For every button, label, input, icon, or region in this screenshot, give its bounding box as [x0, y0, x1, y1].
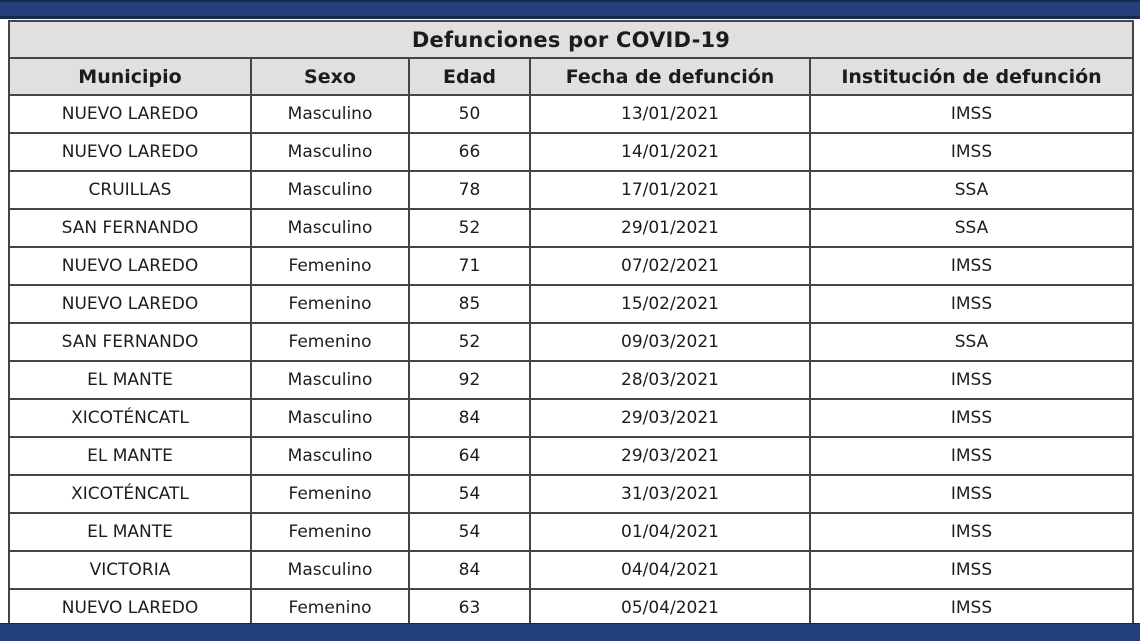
cell-sexo: Masculino	[250, 398, 410, 438]
table-title: Defunciones por COVID-19	[7, 20, 1135, 59]
cell-institucion-de-defuncion: IMSS	[808, 132, 1135, 172]
table-row: NUEVO LAREDO Masculino 50 13/01/2021 IMSS	[8, 94, 1135, 134]
cell-fecha-de-defuncion: 04/04/2021	[529, 550, 811, 590]
cell-institucion-de-defuncion: SSA	[808, 170, 1135, 210]
cell-fecha-de-defuncion: 28/03/2021	[529, 360, 811, 400]
cell-institucion-de-defuncion: IMSS	[808, 360, 1135, 400]
cell-institucion-de-defuncion: IMSS	[808, 284, 1135, 324]
table-row: XICOTÉNCATL Masculino 84 29/03/2021 IMSS	[8, 398, 1135, 438]
cell-fecha-de-defuncion: 01/04/2021	[529, 512, 811, 552]
cell-edad: 92	[408, 360, 531, 400]
cell-sexo: Femenino	[250, 512, 410, 552]
cell-municipio: XICOTÉNCATL	[8, 474, 252, 514]
cell-municipio: CRUILLAS	[8, 170, 252, 210]
top-banner	[0, 0, 1140, 19]
cell-edad: 50	[408, 94, 531, 134]
cell-institucion-de-defuncion: IMSS	[808, 398, 1135, 438]
title-row: Defunciones por COVID-19	[7, 20, 1135, 59]
cell-fecha-de-defuncion: 29/03/2021	[529, 436, 811, 476]
cell-municipio: NUEVO LAREDO	[8, 284, 252, 324]
cell-fecha-de-defuncion: 15/02/2021	[529, 284, 811, 324]
cell-edad: 66	[408, 132, 531, 172]
cell-municipio: SAN FERNANDO	[8, 322, 252, 362]
cell-sexo: Femenino	[250, 474, 410, 514]
cell-fecha-de-defuncion: 29/01/2021	[529, 208, 811, 248]
table-row: VICTORIA Masculino 84 04/04/2021 IMSS	[8, 550, 1135, 590]
cell-edad: 54	[408, 474, 531, 514]
table-row: NUEVO LAREDO Femenino 63 05/04/2021 IMSS	[8, 588, 1135, 628]
column-header-fecha-de-defuncion: Fecha de defunción	[529, 57, 811, 96]
table-row: NUEVO LAREDO Femenino 85 15/02/2021 IMSS	[8, 284, 1135, 324]
cell-sexo: Masculino	[250, 208, 410, 248]
column-header-sexo: Sexo	[250, 57, 410, 96]
cell-edad: 54	[408, 512, 531, 552]
covid-deaths-table: Defunciones por COVID-19 Municipio Sexo Ed…	[7, 20, 1135, 628]
cell-institucion-de-defuncion: IMSS	[808, 512, 1135, 552]
cell-fecha-de-defuncion: 14/01/2021	[529, 132, 811, 172]
cell-municipio: SAN FERNANDO	[8, 208, 252, 248]
cell-fecha-de-defuncion: 09/03/2021	[529, 322, 811, 362]
cell-municipio: VICTORIA	[8, 550, 252, 590]
cell-municipio: NUEVO LAREDO	[8, 588, 252, 628]
cell-municipio: EL MANTE	[8, 512, 252, 552]
table-row: CRUILLAS Masculino 78 17/01/2021 SSA	[8, 170, 1135, 210]
cell-sexo: Masculino	[250, 132, 410, 172]
cell-edad: 78	[408, 170, 531, 210]
table-row: NUEVO LAREDO Masculino 66 14/01/2021 IMSS	[8, 132, 1135, 172]
table-row: EL MANTE Femenino 54 01/04/2021 IMSS	[8, 512, 1135, 552]
table-body: NUEVO LAREDO Masculino 50 13/01/2021 IMSS NUE…	[8, 94, 1135, 628]
cell-sexo: Masculino	[250, 170, 410, 210]
cell-municipio: NUEVO LAREDO	[8, 246, 252, 286]
cell-institucion-de-defuncion: IMSS	[808, 436, 1135, 476]
cell-fecha-de-defuncion: 13/01/2021	[529, 94, 811, 134]
cell-sexo: Masculino	[250, 550, 410, 590]
table-row: EL MANTE Masculino 64 29/03/2021 IMSS	[8, 436, 1135, 476]
cell-fecha-de-defuncion: 17/01/2021	[529, 170, 811, 210]
bottom-banner	[0, 623, 1140, 641]
cell-institucion-de-defuncion: IMSS	[808, 474, 1135, 514]
cell-fecha-de-defuncion: 07/02/2021	[529, 246, 811, 286]
cell-sexo: Femenino	[250, 284, 410, 324]
cell-sexo: Masculino	[250, 360, 410, 400]
cell-institucion-de-defuncion: IMSS	[808, 588, 1135, 628]
cell-institucion-de-defuncion: IMSS	[808, 246, 1135, 286]
column-header-institucion-de-defuncion: Institución de defunción	[808, 57, 1135, 96]
cell-municipio: EL MANTE	[8, 436, 252, 476]
cell-institucion-de-defuncion: SSA	[808, 208, 1135, 248]
cell-sexo: Masculino	[250, 436, 410, 476]
cell-edad: 63	[408, 588, 531, 628]
cell-municipio: NUEVO LAREDO	[8, 132, 252, 172]
cell-sexo: Masculino	[250, 94, 410, 134]
cell-edad: 52	[408, 322, 531, 362]
cell-fecha-de-defuncion: 31/03/2021	[529, 474, 811, 514]
cell-institucion-de-defuncion: SSA	[808, 322, 1135, 362]
cell-institucion-de-defuncion: IMSS	[808, 550, 1135, 590]
header-row: Municipio Sexo Edad Fecha de defunción Insti…	[8, 57, 1135, 96]
cell-municipio: EL MANTE	[8, 360, 252, 400]
cell-edad: 85	[408, 284, 531, 324]
cell-institucion-de-defuncion: IMSS	[808, 94, 1135, 134]
table-row: SAN FERNANDO Femenino 52 09/03/2021 SSA	[8, 322, 1135, 362]
cell-sexo: Femenino	[250, 322, 410, 362]
cell-edad: 84	[408, 550, 531, 590]
table-row: SAN FERNANDO Masculino 52 29/01/2021 SSA	[8, 208, 1135, 248]
column-header-municipio: Municipio	[8, 57, 252, 96]
table-row: XICOTÉNCATL Femenino 54 31/03/2021 IMSS	[8, 474, 1135, 514]
cell-sexo: Femenino	[250, 246, 410, 286]
cell-edad: 64	[408, 436, 531, 476]
cell-edad: 71	[408, 246, 531, 286]
table-row: NUEVO LAREDO Femenino 71 07/02/2021 IMSS	[8, 246, 1135, 286]
table-row: EL MANTE Masculino 92 28/03/2021 IMSS	[8, 360, 1135, 400]
cell-fecha-de-defuncion: 29/03/2021	[529, 398, 811, 438]
column-header-edad: Edad	[408, 57, 531, 96]
cell-sexo: Femenino	[250, 588, 410, 628]
cell-edad: 52	[408, 208, 531, 248]
cell-municipio: NUEVO LAREDO	[8, 94, 252, 134]
cell-edad: 84	[408, 398, 531, 438]
cell-municipio: XICOTÉNCATL	[8, 398, 252, 438]
cell-fecha-de-defuncion: 05/04/2021	[529, 588, 811, 628]
